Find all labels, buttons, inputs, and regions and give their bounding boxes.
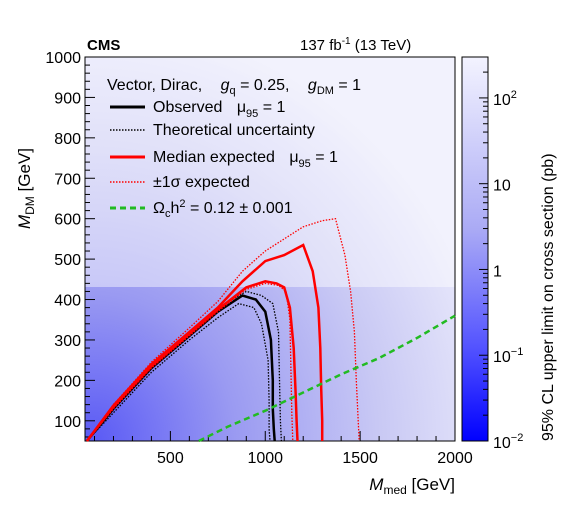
z-tick-label: 10−1 xyxy=(493,346,523,366)
legend-expected-label: Median expected μ95 = 1 xyxy=(153,149,338,170)
legend-theory-label: Theoretical uncertainty xyxy=(153,122,315,139)
heatmap-fade xyxy=(85,57,455,287)
legend-observed-label: Observed μ95 = 1 xyxy=(153,99,286,120)
curve-7 xyxy=(198,314,456,443)
lumi-label: 137 fb-1 (13 TeV) xyxy=(300,36,411,54)
legend-relic-label: Ωch2 = 0.12 ± 0.001 xyxy=(153,198,293,220)
z-axis-title: 95% CL upper limit on cross section (pb) xyxy=(540,153,557,441)
y-tick-label: 800 xyxy=(54,131,81,148)
legend-sigma-label: ±1σ expected xyxy=(153,174,250,191)
y-tick-label: 200 xyxy=(54,373,81,390)
x-axis-title: Mmed [GeV] xyxy=(369,475,455,497)
y-tick-label: 400 xyxy=(54,293,81,310)
z-tick-label: 10 xyxy=(493,178,511,195)
z-tick-label: 10−2 xyxy=(493,432,523,452)
y-tick-label: 500 xyxy=(54,252,81,269)
y-tick-label: 700 xyxy=(54,171,81,188)
curve-6 xyxy=(85,243,324,442)
experiment-label: CMS xyxy=(87,37,120,54)
curve-4 xyxy=(86,282,294,442)
y-tick-label: 100 xyxy=(54,414,81,431)
curve-3 xyxy=(85,280,299,442)
color-bar xyxy=(461,56,489,442)
y-tick-label: 600 xyxy=(54,212,81,229)
y-tick-label: 1000 xyxy=(45,50,81,67)
x-tick-label: 1500 xyxy=(342,450,378,467)
x-tick-label: 2000 xyxy=(437,450,473,467)
y-tick-label: 300 xyxy=(54,333,81,350)
plot-frame xyxy=(84,56,456,442)
y-axis-title: MDM [GeV] xyxy=(15,148,37,229)
curve-5 xyxy=(86,217,360,442)
x-tick-label: 1000 xyxy=(247,450,283,467)
z-tick-label: 102 xyxy=(493,89,517,109)
y-tick-label: 900 xyxy=(54,90,81,107)
legend: Vector, Dirac, gq = 0.25, gDM = 1 Observ… xyxy=(107,77,361,220)
curve-1 xyxy=(86,302,271,442)
legend-model: Vector, Dirac, gq = 0.25, gDM = 1 xyxy=(107,77,361,97)
color-bar-ticks: 102 10 1 10−1 10−2 xyxy=(479,56,523,452)
z-tick-label: 1 xyxy=(493,263,502,280)
x-tick-label: 500 xyxy=(157,450,184,467)
limit-curves xyxy=(85,217,456,443)
axis-ticks: 500 1000 1500 2000 100 200 300 400 500 600 700 800 9… xyxy=(45,50,472,467)
